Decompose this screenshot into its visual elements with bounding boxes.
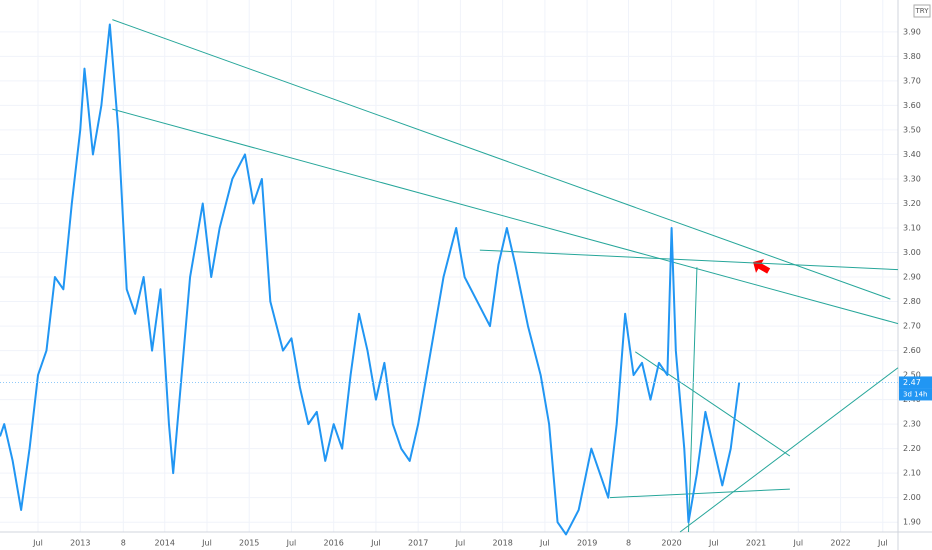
x-tick-label: 2020 (661, 539, 681, 548)
x-tick-label: 2017 (408, 539, 428, 548)
y-tick-label: 1.90 (903, 518, 921, 527)
trend-line (479, 249, 899, 271)
x-tick-label: 2018 (492, 539, 512, 548)
x-tick-label: 8 (626, 539, 631, 548)
x-tick-label: Jul (32, 539, 43, 548)
y-tick-label: 2.70 (903, 322, 921, 331)
x-tick-label: 2021 (746, 539, 766, 548)
y-tick-label: 3.20 (903, 199, 921, 208)
y-tick-label: 3.60 (903, 101, 921, 110)
x-tick-label: 2013 (70, 539, 90, 548)
price-line (0, 23, 741, 536)
x-tick-label: Jul (455, 539, 466, 548)
y-tick-label: 3.80 (903, 52, 921, 61)
trend-line (679, 367, 899, 533)
trend-line (634, 351, 791, 457)
y-tick-label: 3.00 (903, 248, 921, 257)
last-price-label: 2.47 (903, 378, 921, 387)
last-price-box (899, 376, 932, 389)
x-tick-label: Jul (877, 539, 888, 548)
trend-line (609, 488, 790, 499)
x-tick-label: 2014 (155, 539, 175, 548)
y-tick-label: 2.90 (903, 273, 921, 282)
y-tick-label: 2.80 (903, 297, 921, 306)
x-tick-label: Jul (370, 539, 381, 548)
currency-box (913, 4, 931, 18)
y-tick-label: 2.00 (903, 493, 921, 502)
x-tick-label: Jul (286, 539, 297, 548)
y-tick-label: 2.50 (903, 371, 921, 380)
x-tick-label: 8 (121, 539, 126, 548)
y-tick-label: 2.20 (903, 444, 921, 453)
y-tick-label: 3.30 (903, 174, 921, 183)
x-tick-label: 2016 (324, 539, 344, 548)
x-tick-label: 2019 (577, 539, 597, 548)
trend-line (112, 108, 899, 325)
x-tick-label: Jul (792, 539, 803, 548)
x-tick-label: Jul (201, 539, 212, 548)
y-tick-label: 3.10 (903, 224, 921, 233)
x-tick-label: 2015 (239, 539, 259, 548)
y-tick-label: 3.70 (903, 76, 921, 85)
x-tick-label: 2022 (830, 539, 850, 548)
y-tick-label: 3.40 (903, 150, 921, 159)
countdown-box (899, 388, 932, 401)
currency: TRY (915, 7, 930, 15)
trend-line (687, 267, 698, 533)
y-tick-label: 3.90 (903, 27, 921, 36)
y-tick-label: 2.60 (903, 346, 921, 355)
x-tick-label: Jul (539, 539, 550, 548)
x-tick-label: Jul (708, 539, 719, 548)
y-tick-label: 2.10 (903, 469, 921, 478)
countdown-label: 3d 14h (903, 390, 927, 398)
y-tick-label: 2.30 (903, 420, 921, 429)
trend-line (112, 19, 891, 300)
y-tick-label: 3.50 (903, 125, 921, 134)
